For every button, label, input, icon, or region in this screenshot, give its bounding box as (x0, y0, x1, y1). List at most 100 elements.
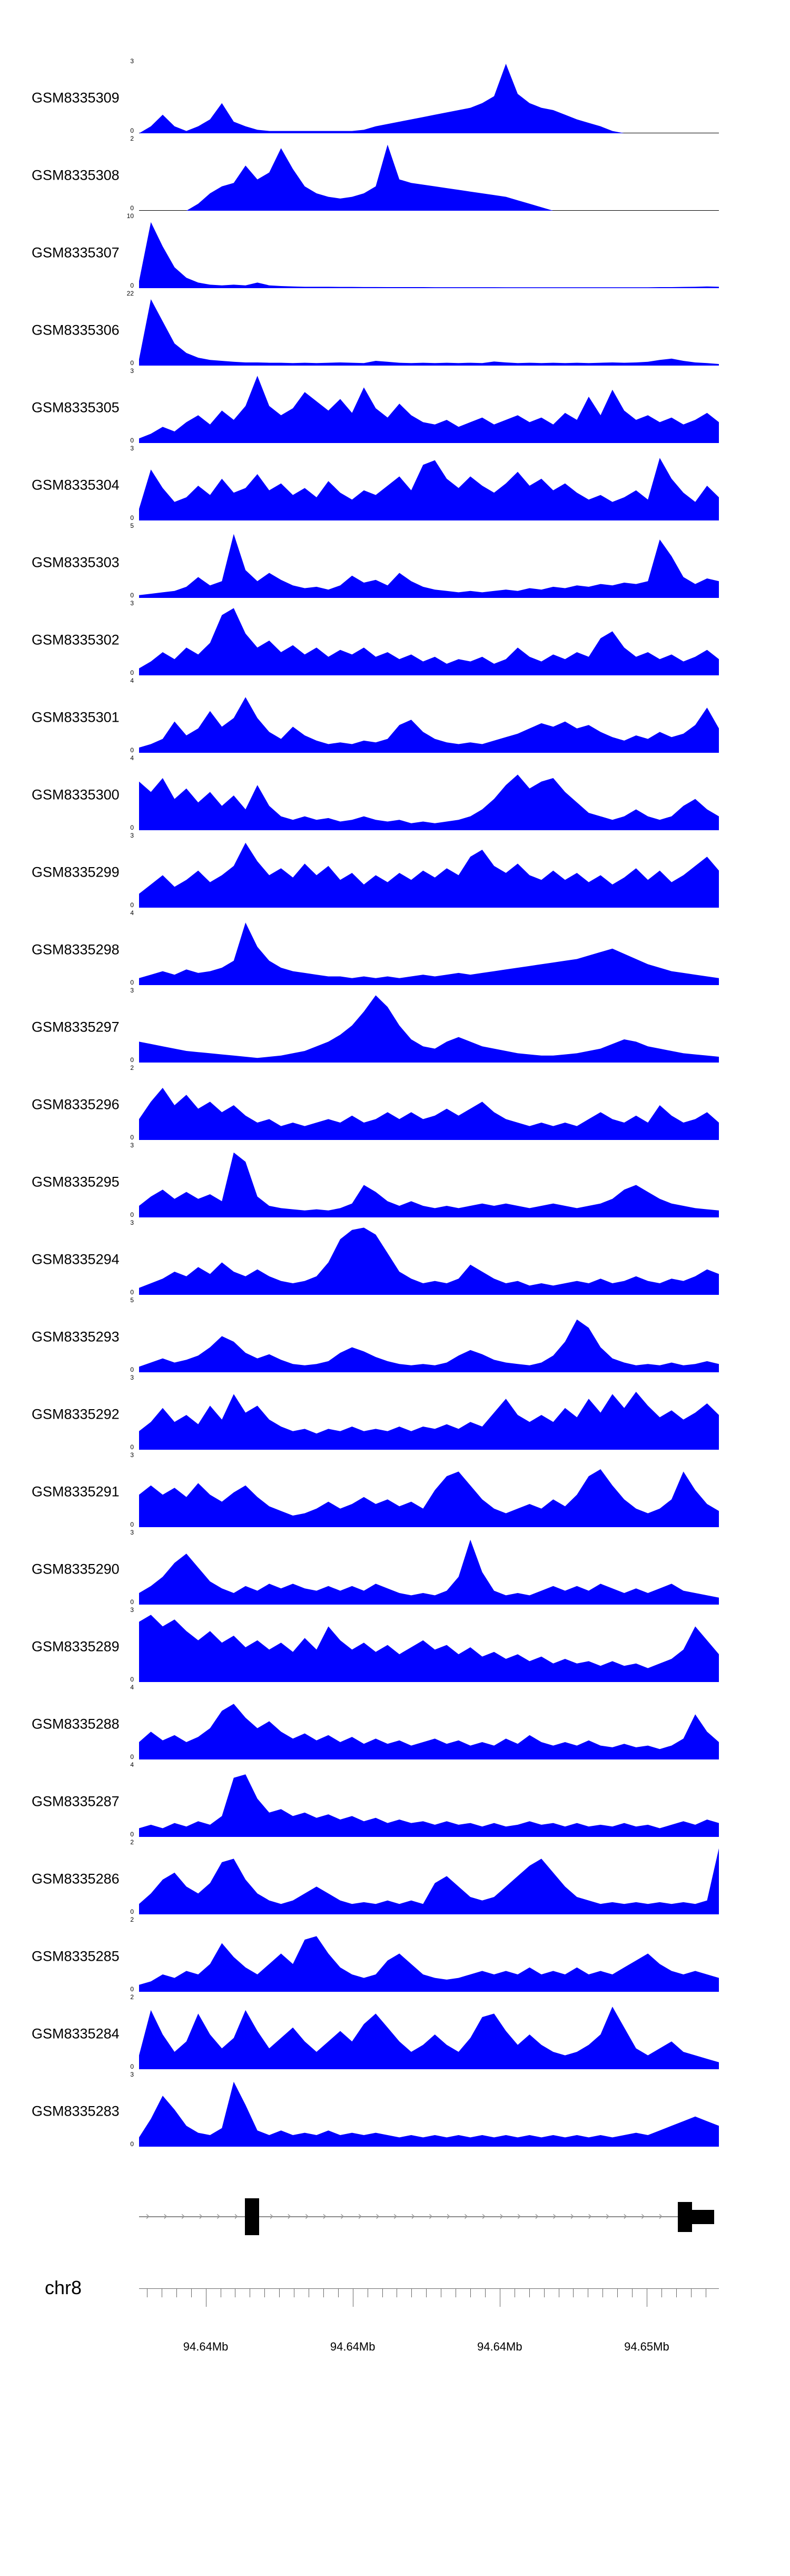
genome-axis-line (139, 2288, 719, 2289)
track-label: GSM8335297 (32, 1019, 120, 1035)
track-yaxis-max: 4 (130, 677, 134, 684)
track-label: GSM8335291 (32, 1483, 120, 1499)
track-label: GSM8335283 (32, 2103, 120, 2119)
track-label: GSM8335293 (32, 1329, 120, 1344)
coverage-svg (139, 534, 719, 598)
track-yaxis-min: 0 (130, 282, 134, 289)
track-yaxis-max: 5 (130, 522, 134, 529)
coverage-svg (139, 1227, 719, 1295)
track-row: GSM8335283 3 0 (0, 2071, 790, 2150)
track-row: GSM8335296 2 0 (0, 1064, 790, 1143)
track-row: GSM8335284 2 0 (0, 1993, 790, 2072)
coverage-svg (139, 922, 719, 985)
track-yaxis-min: 0 (130, 979, 134, 986)
track-plot (139, 912, 719, 985)
track-label: GSM8335296 (32, 1096, 120, 1112)
track-plot (139, 1454, 719, 1527)
track-yaxis-min: 0 (130, 1289, 134, 1296)
coverage-area (139, 534, 719, 598)
strand-arrow-icon: › (410, 2210, 416, 2223)
strand-arrow-icon: › (393, 2210, 398, 2223)
track-plot (139, 293, 719, 366)
axis-tick-label: 94.64Mb (330, 2340, 376, 2353)
track-yaxis-max: 2 (130, 1064, 134, 1071)
track-yaxis-max: 3 (130, 1529, 134, 1536)
track-yaxis-max: 3 (130, 57, 134, 65)
strand-arrow-icon: › (446, 2210, 451, 2223)
strand-arrow-icon: › (287, 2210, 292, 2223)
track-label: GSM8335305 (32, 399, 120, 415)
axis-minor-tick (617, 2289, 618, 2297)
track-yaxis-min: 0 (130, 901, 134, 909)
exon-box (245, 2198, 259, 2235)
coverage-svg (139, 995, 719, 1063)
track-yaxis-max: 2 (130, 135, 134, 142)
track-plot (139, 1067, 719, 1140)
track-plot (139, 1532, 719, 1605)
track-plot (139, 835, 719, 908)
track-yaxis-min: 0 (130, 204, 134, 212)
track-yaxis-max: 2 (130, 1916, 134, 1923)
track-plot (139, 525, 719, 598)
track-plot (139, 1300, 719, 1372)
coverage-area (139, 1469, 719, 1527)
track-row: GSM8335306 22 0 (0, 290, 790, 369)
track-label: GSM8335303 (32, 554, 120, 570)
strand-arrow-icon: › (552, 2210, 557, 2223)
track-yaxis-max: 22 (126, 290, 134, 297)
track-label: GSM8335288 (32, 1716, 120, 1732)
coverage-area (139, 1936, 719, 1992)
track-row: GSM8335301 4 0 (0, 677, 790, 756)
track-plot (139, 1919, 719, 1992)
coverage-svg (139, 2007, 719, 2069)
track-plot (139, 1842, 719, 1914)
strand-arrow-icon: › (145, 2210, 150, 2223)
axis-minor-tick (279, 2289, 280, 2297)
track-label: GSM8335285 (32, 1948, 120, 1964)
strand-arrow-icon: › (499, 2210, 504, 2223)
track-label: GSM8335302 (32, 632, 120, 647)
coverage-svg (139, 299, 719, 366)
coverage-svg (139, 64, 719, 133)
strand-arrow-icon: › (181, 2210, 186, 2223)
track-yaxis-max: 3 (130, 1606, 134, 1614)
track-label: GSM8335307 (32, 244, 120, 260)
axis-minor-tick (191, 2289, 192, 2297)
track-plot (139, 1609, 719, 1682)
strand-arrow-icon: › (358, 2210, 362, 2223)
exon-box (677, 2201, 693, 2232)
strand-arrow-icon: › (322, 2210, 327, 2223)
axis-minor-tick (382, 2289, 383, 2297)
track-label: GSM8335290 (32, 1561, 120, 1577)
coverage-svg (139, 376, 719, 443)
track-row: GSM8335286 2 0 (0, 1838, 790, 1918)
strand-arrow-icon: › (234, 2210, 239, 2223)
track-yaxis-max: 3 (130, 1451, 134, 1459)
coverage-area (139, 458, 719, 520)
track-row: GSM8335308 2 0 (0, 135, 790, 214)
strand-arrow-icon: › (463, 2210, 469, 2223)
coverage-area (139, 64, 719, 133)
coverage-area (139, 697, 719, 753)
strand-arrow-icon: › (304, 2210, 310, 2223)
coverage-svg (139, 1936, 719, 1992)
track-row: GSM8335305 3 0 (0, 367, 790, 446)
track-plot (139, 1377, 719, 1450)
track-row: GSM8335298 4 0 (0, 909, 790, 988)
coverage-svg (139, 222, 719, 288)
coverage-area (139, 1392, 719, 1450)
track-yaxis-max: 2 (130, 1993, 134, 2001)
track-plot (139, 758, 719, 830)
track-yaxis-max: 2 (130, 1838, 134, 1846)
track-yaxis-min: 0 (130, 1521, 134, 1528)
coverage-svg (139, 842, 719, 908)
track-row: GSM8335291 3 0 (0, 1451, 790, 1530)
track-label: GSM8335295 (32, 1174, 120, 1189)
strand-arrow-icon: › (375, 2210, 380, 2223)
gene-model-track: ›››››››››››››››››››››››››››››› (139, 2190, 719, 2243)
track-yaxis-min: 0 (130, 1056, 134, 1064)
track-yaxis-min: 0 (130, 514, 134, 522)
coverage-area (139, 1774, 719, 1837)
track-row: GSM8335292 3 0 (0, 1374, 790, 1453)
coverage-svg (139, 1319, 719, 1372)
